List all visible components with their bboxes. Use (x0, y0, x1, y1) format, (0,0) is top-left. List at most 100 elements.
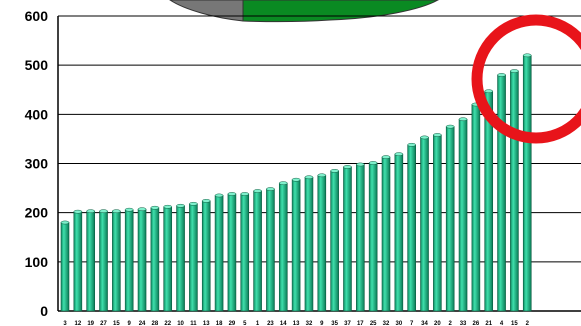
annotations (471, 14, 581, 144)
bar (278, 182, 288, 312)
bar-top (163, 204, 172, 209)
bar-top (368, 161, 378, 165)
cropped-top-shape (169, 0, 440, 23)
x-tick-label: 37 (344, 321, 351, 326)
bar-top (279, 181, 288, 186)
x-tick-label: 20 (434, 321, 441, 326)
bar (368, 162, 378, 312)
bar-top (73, 209, 83, 214)
bar (497, 74, 506, 312)
x-tick-label: 30 (395, 321, 402, 326)
bar (201, 200, 211, 312)
x-tick-labels: 3 12 19 27 15 9 24 28 22 10 11 13 18 29 5 1 23 14 13 32 9 35 3… (63, 321, 529, 326)
x-tick-label: 3 (63, 321, 67, 326)
bars (60, 53, 532, 312)
x-tick-label: 23 (267, 321, 274, 326)
bar (189, 203, 198, 312)
x-tick-label: 21 (485, 321, 492, 326)
bar (304, 176, 314, 312)
x-tick-label: 2 (449, 321, 453, 326)
bar (291, 179, 301, 312)
bar (99, 210, 108, 312)
x-tick-label: 18 (216, 321, 223, 326)
x-tick-label: 4 (500, 321, 504, 326)
bar (60, 222, 70, 312)
y-tick-labels: 0 100 200 300 400 500 600 (25, 8, 49, 319)
bar-top (227, 192, 237, 196)
y-tick-label: 600 (25, 8, 49, 24)
bar-top (60, 220, 70, 225)
x-tick-label: 28 (152, 321, 159, 326)
highlight-circle (471, 14, 581, 144)
x-tick-label: 25 (370, 321, 377, 326)
x-tick-label: 32 (306, 321, 313, 326)
bar-top (510, 69, 519, 73)
bar-top (150, 205, 160, 210)
bar-top (407, 142, 416, 147)
x-tick-label: 15 (113, 321, 120, 326)
x-tick-label: 26 (473, 321, 480, 326)
bar-top (458, 117, 468, 122)
x-tick-label: 33 (460, 321, 467, 326)
x-tick-label: 9 (128, 321, 132, 326)
bar-top (522, 53, 532, 58)
shape-gray-segment (169, 0, 244, 22)
bar-top (420, 135, 429, 140)
bar-top (356, 162, 365, 167)
bar (471, 104, 481, 312)
shape-green-segment (242, 0, 440, 23)
x-tick-label: 14 (280, 321, 287, 326)
bar (176, 205, 185, 312)
x-tick-label: 1 (256, 321, 260, 326)
x-tick-label: 32 (383, 321, 390, 326)
bar (240, 193, 250, 312)
y-tick-label: 500 (25, 57, 49, 73)
bar (510, 70, 519, 312)
x-tick-label: 29 (229, 321, 236, 326)
bar-top (394, 152, 404, 157)
bar (445, 126, 455, 312)
bar (356, 164, 365, 312)
x-tick-label: 11 (190, 321, 197, 326)
x-tick-label: 7 (410, 321, 414, 326)
x-tick-label: 19 (87, 321, 94, 326)
bar-top (343, 165, 352, 169)
bar (266, 188, 275, 312)
bar (330, 170, 339, 312)
x-tick-label: 22 (164, 321, 171, 326)
bar-top (214, 193, 224, 198)
y-tick-label: 300 (25, 156, 49, 172)
bar-top (445, 124, 455, 129)
bar-top (99, 209, 108, 214)
bar (150, 207, 160, 312)
bar (227, 193, 237, 312)
bar-top (189, 201, 198, 206)
bar-top (86, 209, 95, 214)
bar-top (137, 207, 147, 212)
x-tick-label: 13 (203, 321, 210, 326)
y-tick-label: 100 (25, 254, 49, 270)
bar-top (240, 192, 250, 196)
bar (124, 209, 134, 312)
bar-top (330, 169, 339, 173)
x-tick-label: 34 (421, 321, 428, 326)
x-tick-label: 10 (177, 321, 184, 326)
x-tick-label: 27 (100, 321, 107, 326)
bar-top (497, 73, 506, 77)
bar-top (291, 177, 301, 182)
x-tick-label: 17 (357, 321, 364, 326)
x-tick-label: 24 (139, 321, 146, 326)
bar-top (317, 173, 327, 178)
y-tick-label: 0 (40, 303, 48, 319)
bar-top (433, 133, 442, 137)
x-tick-label: 15 (511, 321, 518, 326)
bar (86, 210, 95, 312)
bar (163, 206, 173, 312)
bar (214, 195, 224, 312)
x-tick-label: 2 (526, 321, 530, 326)
bar-top (304, 175, 314, 180)
bar-top (381, 155, 391, 159)
x-tick-label: 13 (293, 321, 300, 326)
